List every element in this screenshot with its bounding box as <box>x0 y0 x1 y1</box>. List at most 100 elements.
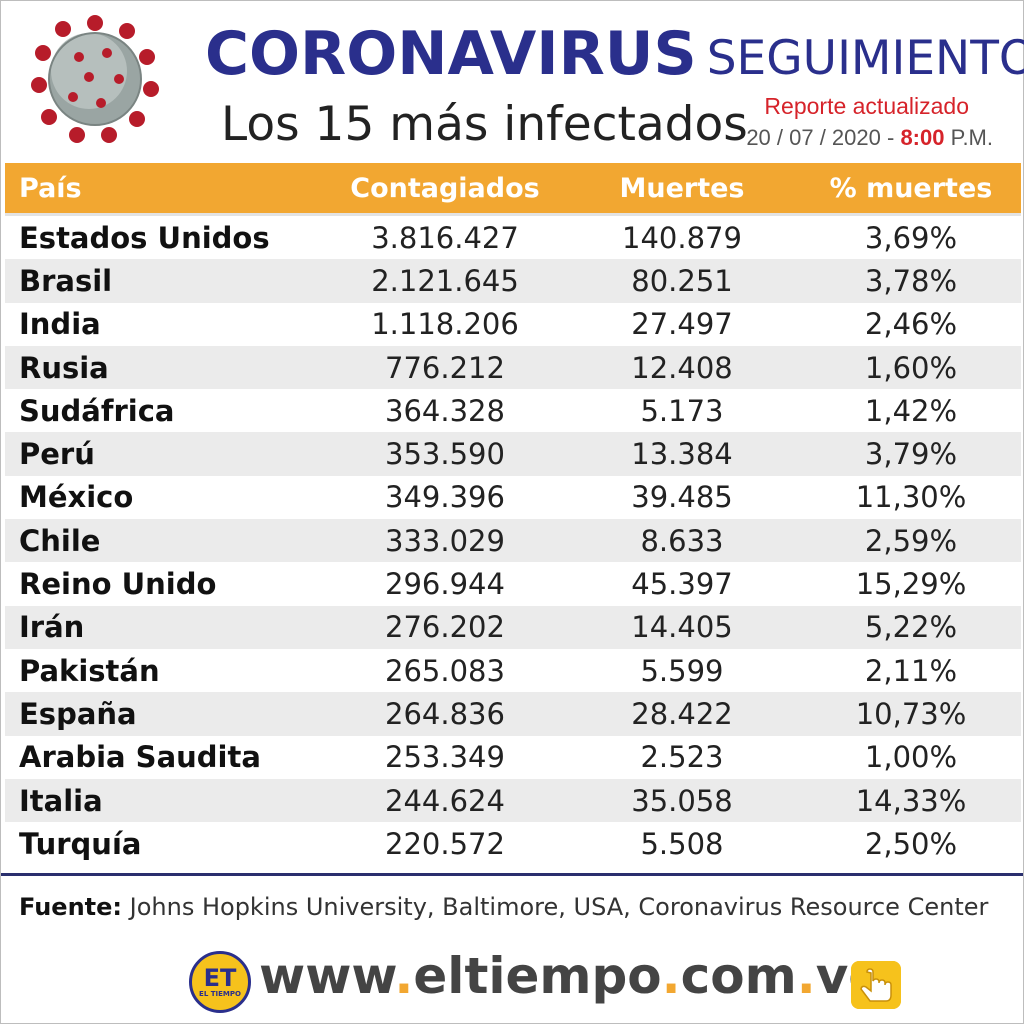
cell-country: Irán <box>19 610 85 645</box>
logo-text: ET <box>203 964 237 992</box>
cell-deaths: 5.599 <box>640 653 724 688</box>
cell-cases: 265.083 <box>385 653 505 688</box>
cell-death-rate: 1,00% <box>864 740 958 775</box>
cell-deaths: 27.497 <box>631 307 733 342</box>
url-part-com: com <box>680 947 797 1005</box>
table-row: Perú 353.590 13.384 3,79% <box>5 432 1021 476</box>
cell-cases: 3.816.427 <box>371 220 519 255</box>
column-header-country: País <box>19 172 82 204</box>
cell-cases: 296.944 <box>385 567 505 602</box>
logo-subtext: EL TIEMPO <box>199 990 241 998</box>
table-row: Turquía 220.572 5.508 2,50% <box>5 822 1021 865</box>
column-header-death-rate: % muertes <box>829 172 993 204</box>
cell-cases: 264.836 <box>385 696 505 731</box>
column-header-cases: Contagiados <box>350 172 540 204</box>
cell-death-rate: 11,30% <box>855 480 967 515</box>
cell-cases: 2.121.645 <box>371 263 519 298</box>
cell-death-rate: 5,22% <box>864 610 958 645</box>
url-part-domain: eltiempo <box>413 947 662 1005</box>
cell-cases: 1.118.206 <box>371 307 519 342</box>
cell-cases: 253.349 <box>385 740 505 775</box>
table-body: Estados Unidos 3.816.427 140.879 3,69% Brasi… <box>5 216 1021 865</box>
cell-death-rate: 2,46% <box>864 307 958 342</box>
cell-country: Arabia Saudita <box>19 740 261 775</box>
cell-country: Brasil <box>19 263 113 298</box>
cell-death-rate: 2,59% <box>864 523 958 558</box>
coronavirus-icon <box>31 15 159 143</box>
title-word-1: Coronavirus <box>205 19 697 89</box>
page-title: Coronavirus seguimiento <box>205 19 1024 89</box>
cell-death-rate: 2,50% <box>864 826 958 861</box>
cell-cases: 220.572 <box>385 826 505 861</box>
url-dot: . <box>394 947 414 1005</box>
cell-death-rate: 2,11% <box>864 653 958 688</box>
cell-death-rate: 14,33% <box>855 783 967 818</box>
report-date: 20 / 07 / 2020 - 8:00 P.M. <box>746 125 993 151</box>
report-ampm: P.M. <box>950 125 993 150</box>
cell-country: México <box>19 480 134 515</box>
cell-deaths: 80.251 <box>631 263 733 298</box>
table-row: Sudáfrica 364.328 5.173 1,42% <box>5 389 1021 432</box>
table-row: México 349.396 39.485 11,30% <box>5 476 1021 519</box>
table-header-row: País Contagiados Muertes % muertes <box>5 163 1021 216</box>
cell-deaths: 5.508 <box>640 826 724 861</box>
report-time: 8:00 <box>900 125 945 150</box>
cell-deaths: 14.405 <box>631 610 733 645</box>
cell-death-rate: 1,60% <box>864 350 958 385</box>
table-row: Irán 276.202 14.405 5,22% <box>5 605 1021 649</box>
cell-death-rate: 15,29% <box>855 567 967 602</box>
url-part-www: www <box>259 947 395 1005</box>
cell-country: Chile <box>19 523 101 558</box>
table-row: España 264.836 28.422 10,73% <box>5 692 1021 736</box>
cell-deaths: 12.408 <box>631 350 733 385</box>
cell-country: Sudáfrica <box>19 393 175 428</box>
cell-country: Rusia <box>19 350 109 385</box>
table-row: Pakistán 265.083 5.599 2,11% <box>5 649 1021 692</box>
pointer-hand-icon <box>851 961 901 1009</box>
table-row: Reino Unido 296.944 45.397 15,29% <box>5 562 1021 605</box>
cell-death-rate: 3,78% <box>864 263 958 298</box>
title-word-2: seguimiento <box>706 31 1024 86</box>
data-table: País Contagiados Muertes % muertes Estad… <box>5 163 1021 865</box>
table-row: Estados Unidos 3.816.427 140.879 3,69% <box>5 216 1021 259</box>
website-link[interactable]: www.eltiempo.com.ve <box>259 947 882 1005</box>
report-date-text: 20 / 07 / 2020 - <box>746 125 895 150</box>
cell-cases: 353.590 <box>385 437 505 472</box>
cell-death-rate: 3,69% <box>864 220 958 255</box>
table-row: Rusia 776.212 12.408 1,60% <box>5 345 1021 390</box>
cell-deaths: 45.397 <box>631 567 733 602</box>
cell-cases: 349.396 <box>385 480 505 515</box>
cell-deaths: 39.485 <box>631 480 733 515</box>
cell-country: Reino Unido <box>19 567 217 602</box>
table-row: India 1.118.206 27.497 2,46% <box>5 303 1021 346</box>
cell-deaths: 8.633 <box>640 523 724 558</box>
cell-cases: 364.328 <box>385 393 505 428</box>
cell-deaths: 35.058 <box>631 783 733 818</box>
cell-deaths: 2.523 <box>640 740 724 775</box>
cell-deaths: 13.384 <box>631 437 733 472</box>
cell-cases: 776.212 <box>385 350 505 385</box>
cell-death-rate: 1,42% <box>864 393 958 428</box>
source-note: Fuente: Johns Hopkins University, Baltim… <box>19 893 988 921</box>
source-text: Johns Hopkins University, Baltimore, USA… <box>129 893 989 921</box>
table-row: Italia 244.624 35.058 14,33% <box>5 778 1021 823</box>
divider <box>1 873 1023 876</box>
cell-deaths: 5.173 <box>640 393 724 428</box>
column-header-deaths: Muertes <box>619 172 745 204</box>
table-row: Brasil 2.121.645 80.251 3,78% <box>5 259 1021 303</box>
cell-cases: 333.029 <box>385 523 505 558</box>
url-dot: . <box>661 947 681 1005</box>
cell-country: Turquía <box>19 826 142 861</box>
cell-cases: 244.624 <box>385 783 505 818</box>
cell-country: India <box>19 307 101 342</box>
cell-deaths: 28.422 <box>631 696 733 731</box>
cell-country: España <box>19 696 137 731</box>
cell-country: Perú <box>19 437 95 472</box>
table-row: Chile 333.029 8.633 2,59% <box>5 519 1021 563</box>
cell-deaths: 140.879 <box>622 220 742 255</box>
cell-death-rate: 3,79% <box>864 437 958 472</box>
cell-country: Estados Unidos <box>19 220 270 255</box>
report-label: Reporte actualizado <box>764 93 969 119</box>
url-dot: . <box>796 947 816 1005</box>
